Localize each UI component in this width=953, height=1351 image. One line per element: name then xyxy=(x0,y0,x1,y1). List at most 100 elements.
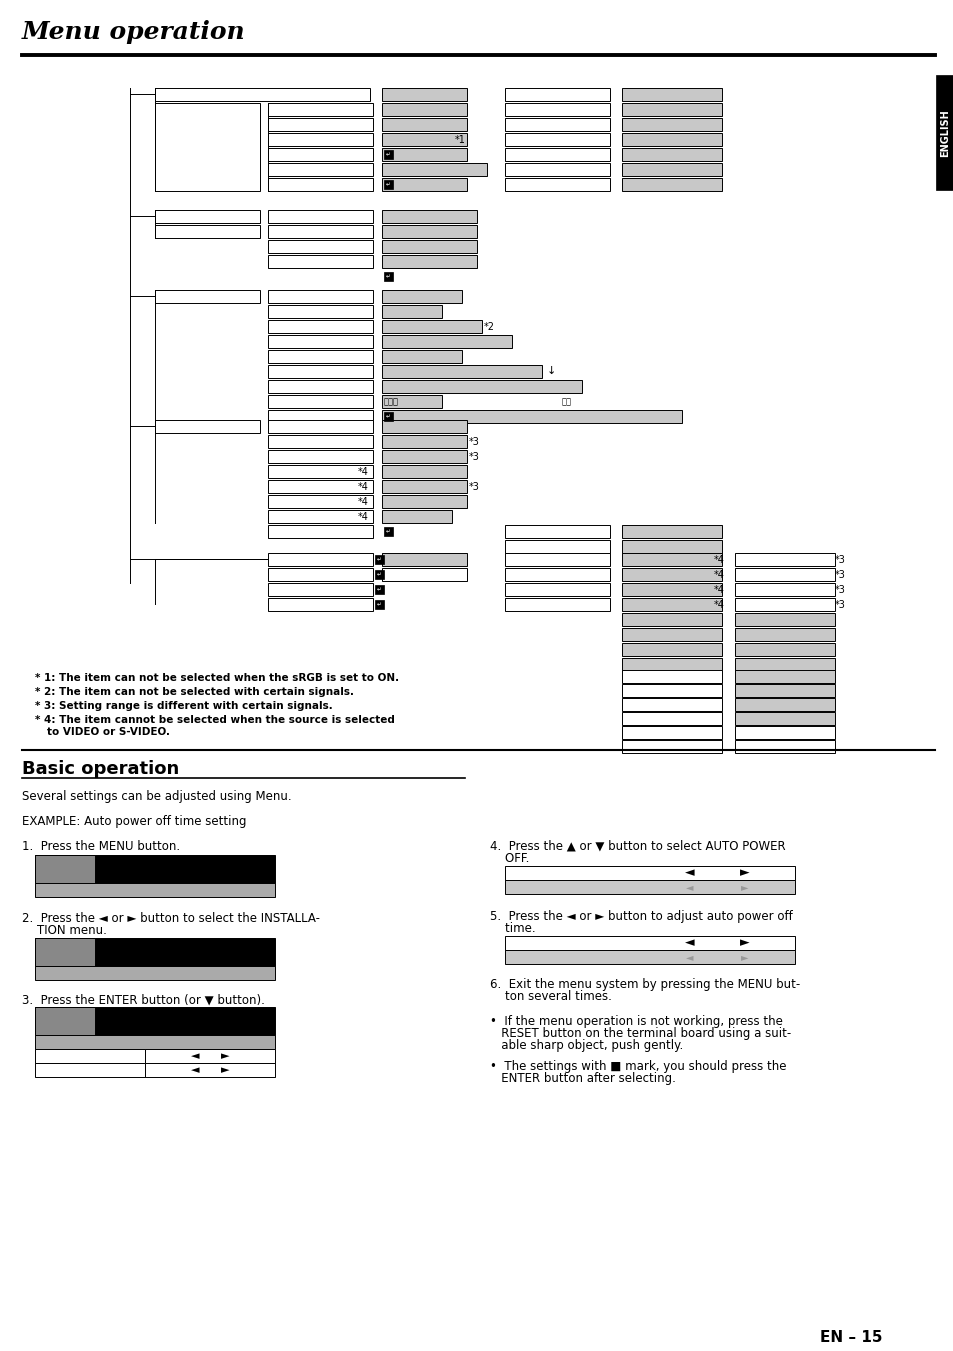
Bar xyxy=(381,305,441,317)
Text: ►: ► xyxy=(220,1065,229,1075)
Bar xyxy=(381,553,467,566)
Text: ◄: ◄ xyxy=(685,952,693,962)
Text: *2: *2 xyxy=(483,322,495,332)
Bar xyxy=(384,150,393,159)
Bar xyxy=(621,628,721,640)
Text: ►: ► xyxy=(740,882,748,892)
Text: *4: *4 xyxy=(713,585,724,594)
Bar xyxy=(621,132,721,146)
Text: Basic operation: Basic operation xyxy=(22,761,179,778)
Bar xyxy=(621,670,721,684)
Bar xyxy=(381,465,467,478)
Text: time.: time. xyxy=(490,921,535,935)
Bar xyxy=(381,335,512,349)
Text: ◄: ◄ xyxy=(191,1051,199,1061)
Text: •  The settings with ■ mark, you should press the: • The settings with ■ mark, you should p… xyxy=(490,1061,785,1073)
Bar xyxy=(621,712,721,725)
Bar xyxy=(381,240,476,253)
Bar xyxy=(734,628,834,640)
Bar xyxy=(154,209,260,223)
Bar xyxy=(504,118,609,131)
Text: *4: *4 xyxy=(357,467,369,477)
Text: 6.  Exit the menu system by pressing the MENU but-: 6. Exit the menu system by pressing the … xyxy=(490,978,800,992)
Bar xyxy=(504,950,794,965)
Bar xyxy=(621,740,721,753)
Bar xyxy=(381,88,467,101)
Bar xyxy=(268,584,373,596)
Bar xyxy=(145,1063,274,1077)
Bar xyxy=(621,88,721,101)
Bar xyxy=(381,209,476,223)
Bar xyxy=(268,320,373,332)
Text: to VIDEO or S-VIDEO.: to VIDEO or S-VIDEO. xyxy=(47,727,170,738)
Bar xyxy=(268,132,373,146)
Bar xyxy=(504,526,609,538)
Bar xyxy=(268,526,373,538)
Bar xyxy=(268,178,373,190)
Text: *4: *4 xyxy=(357,482,369,492)
Text: 3.  Press the ENTER button (or ▼ button).: 3. Press the ENTER button (or ▼ button). xyxy=(22,994,265,1006)
Bar xyxy=(35,966,274,979)
Text: ↵: ↵ xyxy=(386,182,391,186)
Bar xyxy=(734,553,834,566)
Bar xyxy=(621,526,721,538)
Bar xyxy=(734,670,834,684)
Bar xyxy=(381,420,467,434)
Bar xyxy=(504,553,609,566)
Bar xyxy=(734,725,834,739)
Bar xyxy=(154,290,260,303)
Bar xyxy=(621,567,721,581)
Text: *3: *3 xyxy=(469,482,479,492)
Text: *3: *3 xyxy=(834,555,845,565)
Bar xyxy=(268,509,373,523)
Bar xyxy=(154,226,260,238)
Bar xyxy=(381,178,467,190)
Bar xyxy=(381,450,467,463)
Text: * 4: The item cannot be selected when the source is selected: * 4: The item cannot be selected when th… xyxy=(35,715,395,725)
Bar xyxy=(504,866,794,880)
Text: ↵: ↵ xyxy=(386,153,391,157)
Bar xyxy=(154,88,370,101)
Text: *3: *3 xyxy=(834,585,845,594)
Bar xyxy=(381,255,476,267)
Bar xyxy=(268,598,373,611)
Text: ton several times.: ton several times. xyxy=(490,990,611,1002)
Text: ↵: ↵ xyxy=(386,413,391,419)
Bar xyxy=(268,553,373,566)
Bar xyxy=(381,365,541,378)
Bar xyxy=(268,255,373,267)
Bar xyxy=(384,180,393,189)
Bar xyxy=(268,409,373,423)
Text: *4: *4 xyxy=(357,512,369,521)
Text: 日本語: 日本語 xyxy=(384,397,398,407)
Text: * 1: The item can not be selected when the sRGB is set to ON.: * 1: The item can not be selected when t… xyxy=(35,673,398,684)
Bar xyxy=(375,600,384,609)
Text: ◄: ◄ xyxy=(684,866,694,880)
Bar xyxy=(734,684,834,697)
Bar xyxy=(621,540,721,553)
Bar xyxy=(268,394,373,408)
Bar xyxy=(621,103,721,116)
Bar xyxy=(504,567,609,581)
Bar xyxy=(734,740,834,753)
Bar xyxy=(381,163,467,176)
Bar xyxy=(381,480,467,493)
Text: *3: *3 xyxy=(469,453,479,462)
Text: RESET button on the terminal board using a suit-: RESET button on the terminal board using… xyxy=(490,1027,790,1040)
Bar xyxy=(268,350,373,363)
Bar xyxy=(621,725,721,739)
Bar xyxy=(35,1035,274,1048)
Bar xyxy=(268,209,373,223)
Bar xyxy=(35,855,274,884)
Bar xyxy=(375,570,384,580)
Text: ↓: ↓ xyxy=(546,366,556,376)
Bar xyxy=(734,712,834,725)
Bar xyxy=(145,1048,274,1063)
Bar xyxy=(935,76,953,190)
Bar xyxy=(621,684,721,697)
Bar xyxy=(268,420,373,434)
Bar xyxy=(381,380,581,393)
Bar xyxy=(381,320,481,332)
Bar xyxy=(734,698,834,711)
Text: ◄: ◄ xyxy=(685,882,693,892)
